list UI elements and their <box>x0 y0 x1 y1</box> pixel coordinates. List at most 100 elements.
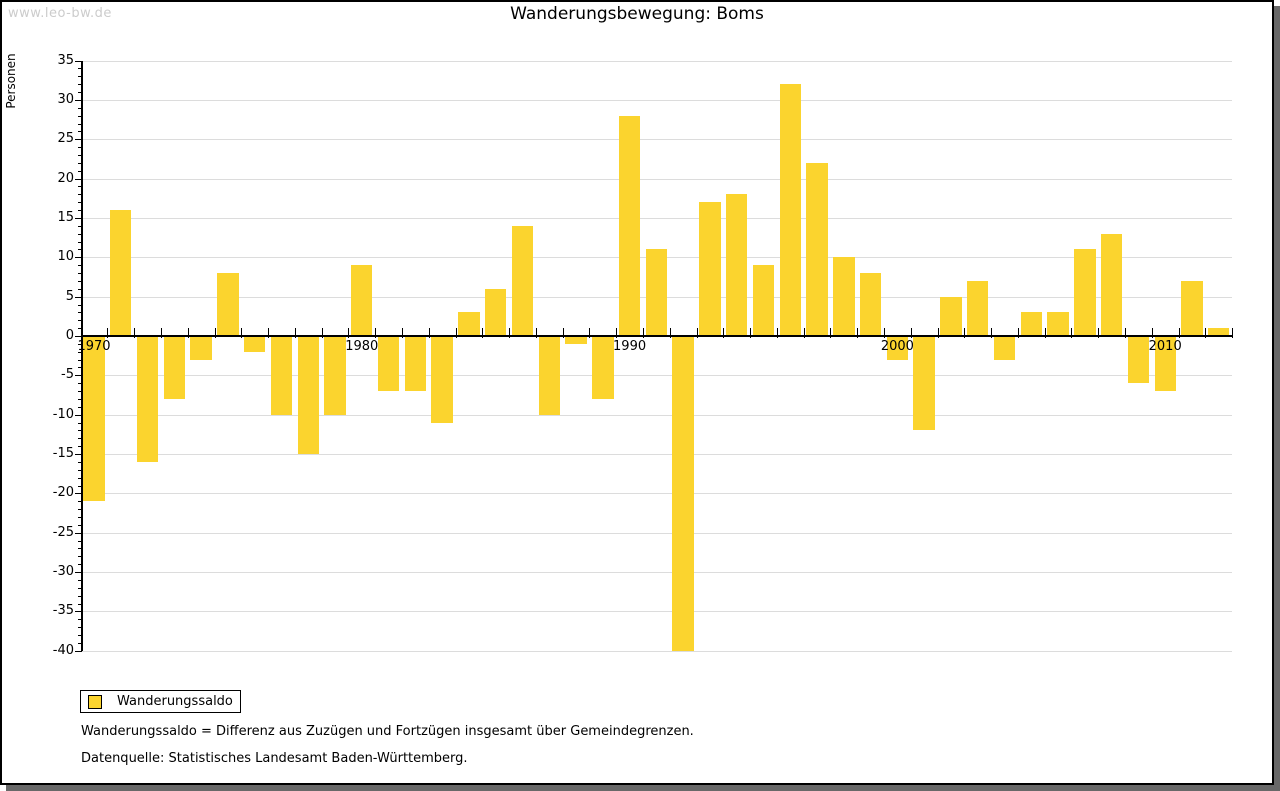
y-tick-minor <box>78 241 82 243</box>
y-tick-major <box>75 572 82 574</box>
bar-2007 <box>1074 249 1096 336</box>
x-tick <box>884 328 885 338</box>
y-tick-major <box>75 217 82 219</box>
y-tick-minor <box>78 312 82 314</box>
y-tick-minor <box>78 501 82 503</box>
y-tick-minor <box>78 202 82 204</box>
y-tick-major <box>75 99 82 101</box>
bar-1979 <box>324 336 346 415</box>
bar-1993 <box>699 202 721 336</box>
y-tick-major <box>75 454 82 456</box>
x-tick <box>776 328 778 338</box>
x-tick <box>616 328 618 338</box>
y-tick-label: 20 <box>57 170 74 186</box>
x-tick <box>669 328 671 338</box>
y-tick-minor <box>78 564 82 566</box>
bar-1997 <box>806 162 828 336</box>
bar-2005 <box>1020 312 1042 336</box>
bar-1985 <box>485 288 507 336</box>
bar-1998 <box>833 257 855 336</box>
y-tick-minor <box>78 509 82 511</box>
x-tick <box>187 328 189 338</box>
y-tick-minor <box>78 595 82 597</box>
x-tick <box>509 328 511 338</box>
y-tick-minor <box>78 469 82 471</box>
x-tick <box>535 328 537 338</box>
y-tick-label: 30 <box>57 91 74 107</box>
x-tick <box>937 328 939 338</box>
y-tick-label: -5 <box>61 367 74 383</box>
y-tick-minor <box>78 343 82 345</box>
bar-1970 <box>83 336 105 502</box>
bar-1980 <box>351 265 373 336</box>
y-tick-minor <box>78 461 82 463</box>
y-tick-minor <box>78 210 82 212</box>
x-tick <box>401 328 403 338</box>
x-tick <box>723 328 725 338</box>
bar-1996 <box>779 84 801 336</box>
x-tick <box>1044 328 1046 338</box>
x-tick <box>482 328 484 338</box>
y-tick-major <box>75 139 82 141</box>
x-tick <box>134 328 136 338</box>
y-tick-minor <box>78 351 82 353</box>
bar-1981 <box>377 336 400 392</box>
bar-2006 <box>1047 312 1069 336</box>
footnote-source: Datenquelle: Statistisches Landesamt Bad… <box>81 751 468 766</box>
legend-swatch-icon <box>88 694 102 709</box>
x-tick <box>910 328 912 338</box>
x-tick <box>750 328 752 338</box>
bar-1974 <box>190 336 212 360</box>
bar-2009 <box>1127 336 1150 384</box>
y-tick-minor <box>78 548 82 550</box>
x-tick <box>1205 328 1207 338</box>
y-tick-minor <box>78 170 82 172</box>
bar-1972 <box>136 336 159 462</box>
x-tick-label-1990: 1990 <box>613 339 647 354</box>
y-tick-label: 25 <box>57 131 74 147</box>
bar-2008 <box>1100 233 1123 336</box>
y-tick-minor <box>78 603 82 605</box>
y-tick-minor <box>78 619 82 621</box>
x-tick-label-1970: 1970 <box>77 339 111 354</box>
y-tick-label: -10 <box>52 406 74 422</box>
x-tick <box>214 328 216 338</box>
y-tick-major <box>75 414 82 416</box>
bar-1984 <box>458 312 480 336</box>
gridline-20 <box>82 178 1232 180</box>
gridline--40 <box>82 650 1232 652</box>
y-tick-minor <box>78 84 82 86</box>
x-tick <box>1098 328 1100 338</box>
y-tick-minor <box>78 446 82 448</box>
bar-1978 <box>297 336 319 455</box>
y-tick-minor <box>78 107 82 109</box>
gridline-30 <box>82 99 1232 101</box>
y-tick-label: 5 <box>65 288 74 304</box>
x-tick <box>107 328 109 338</box>
y-tick-minor <box>78 477 82 479</box>
y-tick-minor <box>78 587 82 589</box>
y-tick-minor <box>78 430 82 432</box>
bar-1991 <box>645 249 668 336</box>
y-tick-minor <box>78 438 82 440</box>
y-tick-minor <box>78 320 82 322</box>
y-tick-minor <box>78 517 82 518</box>
x-tick <box>642 328 644 338</box>
y-tick-minor <box>78 367 82 369</box>
bar-1995 <box>752 265 775 336</box>
x-tick <box>428 328 430 338</box>
bar-2012 <box>1208 328 1230 336</box>
y-tick-minor <box>78 154 82 156</box>
y-tick-minor <box>78 422 82 424</box>
x-tick <box>1071 328 1073 338</box>
bar-2000 <box>886 336 909 360</box>
bar-1975 <box>217 273 239 336</box>
y-tick-minor <box>78 627 82 629</box>
y-tick-minor <box>78 391 82 393</box>
y-tick-minor <box>78 225 82 227</box>
gridline--35 <box>82 611 1232 613</box>
y-tick-minor <box>78 265 82 267</box>
y-tick-minor <box>78 131 82 133</box>
y-tick-major <box>75 296 82 298</box>
